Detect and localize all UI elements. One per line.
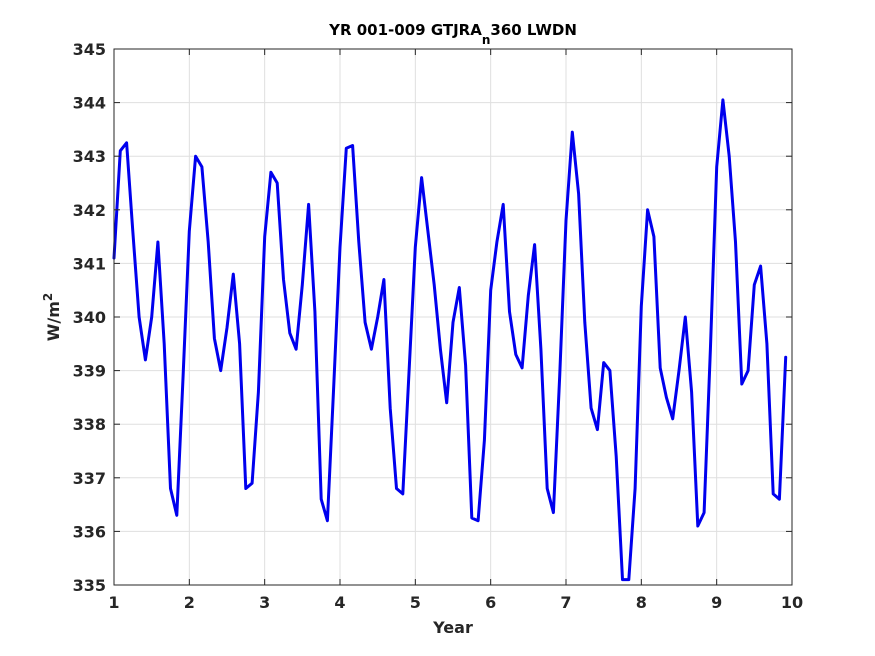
series-line	[112, 98, 788, 582]
y-tick-label: 338	[73, 415, 106, 434]
x-tick-label: 9	[711, 593, 722, 612]
x-tick-label: 5	[410, 593, 421, 612]
x-tick-label: 2	[184, 593, 195, 612]
y-tick-label: 345	[73, 40, 106, 59]
x-tick-label: 4	[334, 593, 345, 612]
x-tick-labels: 1 2 3 4 5 6 7 8 9 10	[108, 593, 803, 612]
series-layer	[112, 98, 788, 582]
y-tick-label: 341	[73, 254, 106, 273]
chart-title: YR 001-009 GTJRAn360 LWDN	[328, 21, 577, 47]
y-tick-label: 342	[73, 201, 106, 220]
x-tick-label: 8	[636, 593, 647, 612]
y-tick-label: 337	[73, 469, 106, 488]
x-tick-label: 6	[485, 593, 496, 612]
y-tick-labels: 335 336 337 338 339 340 341 342 343 344 345	[73, 40, 106, 595]
x-axis-label: Year	[432, 618, 473, 637]
x-tick-label: 7	[560, 593, 571, 612]
y-axis-label-superscript: 2	[41, 293, 55, 301]
y-tick-label: 335	[73, 576, 106, 595]
y-tick-label: 344	[73, 94, 106, 113]
x-tick-label: 3	[259, 593, 270, 612]
y-tick-label: 340	[73, 308, 106, 327]
y-tick-label: 336	[73, 522, 106, 541]
y-tick-label: 339	[73, 362, 106, 381]
ticks	[113, 48, 793, 586]
chart-title-subscript: n	[482, 33, 491, 47]
y-axis-label: W/m2	[41, 293, 63, 342]
x-tick-label: 10	[781, 593, 803, 612]
x-tick-label: 1	[108, 593, 119, 612]
y-tick-label: 343	[73, 147, 106, 166]
